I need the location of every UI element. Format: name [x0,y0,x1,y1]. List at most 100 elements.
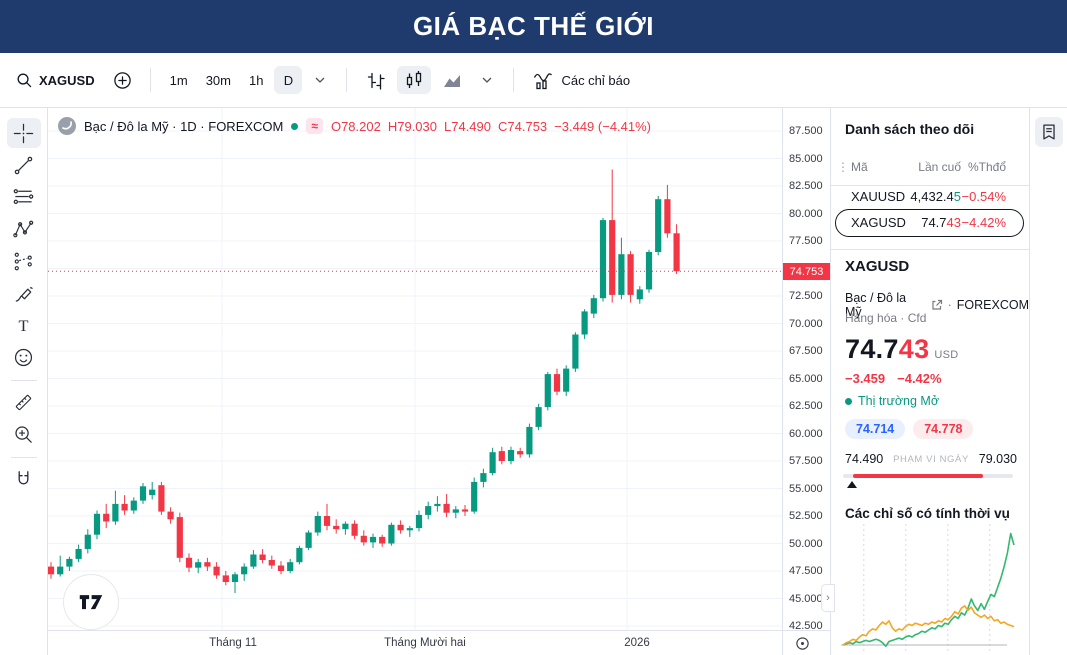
area-chart-icon [441,69,463,91]
zoom-in-tool-button[interactable] [7,419,41,449]
symbol-change: −3.459 −4.42% [845,371,942,386]
chevron-right-icon: › [826,592,830,604]
high-value: H79.030 [387,118,437,134]
trend-line-tool-button[interactable] [7,150,41,180]
change-value: −3.449 (−4.41%) [554,118,652,134]
crosshair-tool-button[interactable] [6,118,41,148]
row-change: −0.54% [961,189,1006,204]
price-currency: USD [934,349,959,361]
time-axis[interactable]: Tháng 11 Tháng Mười hai 2026 [48,630,782,655]
symbol-name[interactable]: Bạc / Đô la Mỹ [845,291,907,319]
price-axis-label: 45.000 [789,593,823,605]
indicators-icon [532,69,554,91]
price-axis-label: 72.500 [789,290,823,302]
rail-divider [10,380,37,381]
emoji-tool-button[interactable] [7,342,41,372]
market-open-dot-icon [845,397,852,405]
day-range-fill [853,474,983,478]
zoom-in-icon [12,423,35,446]
price-axis-label: 55.000 [789,483,823,495]
external-link-icon[interactable] [931,299,943,311]
selected-row-outline [835,209,1024,237]
price-axis-label: 82.500 [789,180,823,192]
toolbar-divider [149,68,151,92]
interval-1m-button[interactable]: 1m [169,72,188,88]
chevron-down-icon [315,77,325,83]
price-tick: 5 [953,189,961,204]
price-axis[interactable]: 87.500 85.000 82.500 80.000 77.500 72.500 70.0… [782,108,830,632]
market-status-label: Thị trường Mở [858,394,940,408]
range-high: 79.030 [978,452,1017,466]
price-axis-label: 87.500 [789,125,823,137]
day-range-track [843,474,1013,478]
open-value: O78.202 [330,118,381,134]
interval-1d-button[interactable]: D [274,66,303,94]
realtime-dot-icon [291,122,299,130]
price-axis-label: 47.500 [789,565,823,577]
axis-corner [782,630,830,655]
watchlist-row-xauusd[interactable]: XAUUSD 4,432.45 −0.54% [831,184,1029,210]
watchlist-title: Danh sách theo dõi [845,121,975,137]
ruler-icon [12,391,35,414]
tradingview-logo[interactable] [63,574,119,630]
symbol-search-button[interactable]: XAGUSD [12,66,103,94]
candles-chart-icon [403,69,425,91]
price-axis-label: 60.000 [789,428,823,440]
column-change[interactable]: %Thđổ [967,160,1006,174]
day-range-row: 74.490 PHẠM VI NGÀY 79.030 [845,452,1017,466]
compare-add-button[interactable] [107,66,138,94]
seasonal-title: Các chỉ số có tính thời vụ [845,506,1010,521]
change-pct: −4.42% [897,371,942,386]
symbol-title[interactable]: XAGUSD [845,258,910,275]
price-axis-label: 85.000 [789,153,823,165]
plus-circle-icon [113,71,132,90]
indicators-button[interactable]: Các chỉ báo [526,66,636,94]
trend-line-icon [12,154,35,177]
chart-legend: Bạc / Đô la Mỹ · 1D · FOREXCOM ≈ O78.202… [58,117,651,135]
legend-instrument[interactable]: Bạc / Đô la Mỹ · 1D · FOREXCOM [84,118,284,134]
chart-style-candles-button[interactable] [397,66,432,94]
indicators-label: Các chỉ báo [561,72,631,88]
range-low: 74.490 [845,452,884,466]
price-axis-label: 77.500 [789,235,823,247]
chart-style-menu-button[interactable] [473,66,501,94]
price-axis-label: 70.000 [789,318,823,330]
chart-area[interactable]: Bạc / Đô la Mỹ · 1D · FOREXCOM ≈ O78.202… [48,108,830,655]
interval-1h-button[interactable]: 1h [248,72,264,88]
row-price: 74.743 [921,215,961,230]
forecast-tool-button[interactable] [7,246,41,276]
bid-chip[interactable]: 74.714 [845,419,906,439]
text-icon: T [12,314,35,337]
market-status: Thị trường Mở [845,394,939,408]
fib-lines-tool-button[interactable] [7,182,41,212]
interval-30m-button[interactable]: 30m [205,72,231,88]
interval-menu-button[interactable] [306,66,334,94]
change-abs: −3.459 [845,371,886,386]
axis-settings-icon[interactable] [795,636,810,651]
ohlc-values: O78.202 H79.030 L74.490 C74.753 −3.449 (… [331,119,651,134]
watchlist-panel: Danh sách theo dõi ⋮ Mã Lần cuố %Thđổ XA… [830,108,1029,655]
brush-tool-button[interactable] [7,278,41,308]
magnet-icon [12,468,35,491]
watchlist-toggle-button[interactable] [1034,117,1063,147]
chart-toolbar: XAGUSD 1m 30m 1h D [0,53,1067,108]
candlestick-chart[interactable] [48,108,830,655]
panel-collapse-handle[interactable]: › [821,584,835,612]
column-symbol[interactable]: Mã [851,160,868,174]
column-last[interactable]: Lần cuố [918,160,961,174]
price-axis-label: 52.500 [789,510,823,522]
approx-badge: ≈ [306,118,323,134]
text-tool-button[interactable]: T [7,310,41,340]
magnet-tool-button[interactable] [7,464,41,494]
chart-style-area-button[interactable] [435,66,469,94]
symbol-meta: Hàng hóa · Cfd [845,311,927,325]
ask-chip[interactable]: 74.778 [913,419,974,439]
drag-handle-icon[interactable]: ⋮ [837,160,849,174]
chevron-down-icon [482,77,492,83]
pattern-tool-button[interactable] [7,214,41,244]
watchlist-row-xagusd[interactable]: XAGUSD 74.743 −4.42% [831,210,1029,236]
chart-style-bars-button[interactable] [359,66,393,94]
measure-tool-button[interactable] [7,387,41,417]
row-symbol: XAUUSD [851,189,906,204]
